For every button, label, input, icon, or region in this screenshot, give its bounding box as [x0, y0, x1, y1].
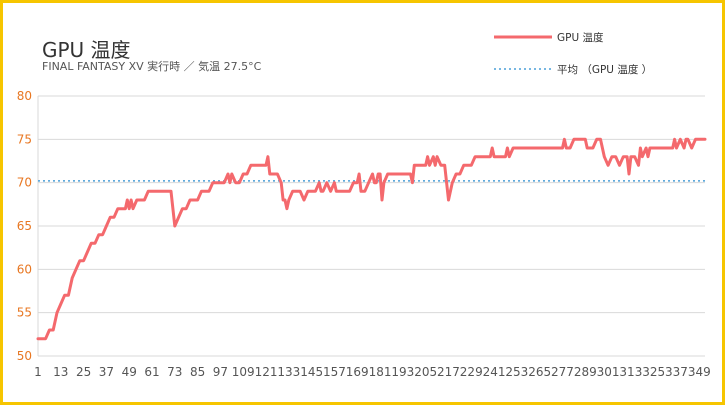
x-tick-label: 181: [369, 365, 392, 379]
x-tick-label: 1: [34, 365, 42, 379]
x-tick-label: 253: [505, 365, 528, 379]
x-tick-label: 85: [190, 365, 205, 379]
y-tick-label: 55: [17, 306, 32, 320]
y-tick-label: 50: [17, 349, 32, 363]
x-tick-label: 313: [619, 365, 642, 379]
y-tick-label: 60: [17, 262, 32, 276]
x-tick-label: 229: [460, 365, 483, 379]
x-tick-label: 61: [144, 365, 159, 379]
x-tick-label: 169: [346, 365, 369, 379]
legend: [494, 35, 552, 70]
x-tick-label: 25: [76, 365, 91, 379]
y-tick-labels: 50 55 60 65 70 75 80: [17, 89, 32, 363]
x-tick-label: 73: [167, 365, 182, 379]
x-tick-label: 289: [574, 365, 597, 379]
legend-label-gpu-temp: GPU 温度: [557, 32, 604, 44]
x-tick-label: 133: [277, 365, 300, 379]
grid-lines: [37, 95, 705, 357]
y-tick-label: 80: [17, 89, 32, 103]
x-tick-label: 349: [688, 365, 711, 379]
x-tick-label: 145: [300, 365, 323, 379]
x-tick-label: 13: [53, 365, 68, 379]
x-tick-labels: 1 13 25 37 49 61 73 85 97 109 121 133 145 157 169 181 19…: [34, 365, 711, 379]
chart-title: GPU 温度: [42, 38, 131, 62]
legend-label-average: 平均 （GPU 温度 ）: [557, 64, 653, 76]
x-tick-label: 193: [391, 365, 414, 379]
x-tick-label: 37: [99, 365, 114, 379]
x-tick-label: 121: [255, 365, 278, 379]
x-tick-label: 301: [597, 365, 620, 379]
y-tick-label: 70: [17, 176, 32, 190]
x-tick-label: 157: [323, 365, 346, 379]
x-tick-label: 337: [665, 365, 688, 379]
y-tick-label: 75: [17, 132, 32, 146]
x-tick-label: 49: [122, 365, 137, 379]
series-group: [36, 137, 707, 341]
chart-subtitle: FINAL FANTASY XV 実行時 ／ 気温 27.5°C: [42, 60, 262, 73]
x-tick-label: 277: [551, 365, 574, 379]
x-tick-label: 205: [414, 365, 437, 379]
series-line-gpu-temp: [36, 137, 707, 341]
x-tick-label: 97: [213, 365, 228, 379]
x-tick-label: 265: [528, 365, 551, 379]
x-tick-label: 325: [642, 365, 665, 379]
y-tick-label: 65: [17, 219, 32, 233]
x-tick-label: 109: [232, 365, 255, 379]
x-tick-label: 217: [437, 365, 460, 379]
x-tick-label: 241: [483, 365, 506, 379]
